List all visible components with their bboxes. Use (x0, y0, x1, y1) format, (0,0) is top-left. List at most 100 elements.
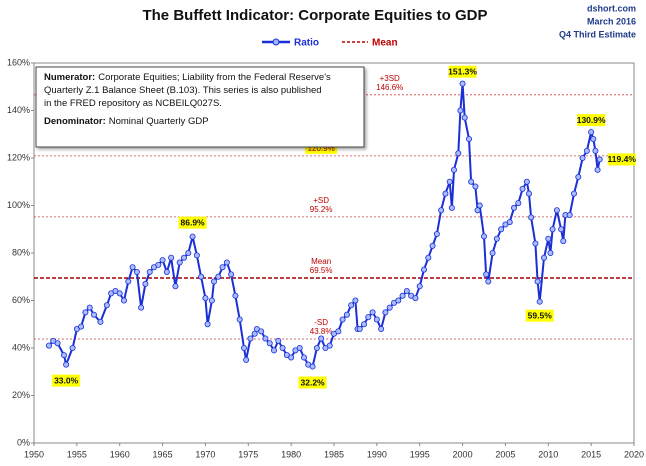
legend: Ratio Mean (262, 38, 398, 49)
y-tick-label: 40% (12, 342, 30, 352)
note-box: Numerator: Corporate Equities; Liability … (35, 66, 365, 148)
data-point (489, 249, 496, 256)
y-tick-label: 120% (7, 152, 30, 162)
data-point (138, 304, 145, 311)
data-point (480, 233, 487, 240)
data-point (386, 304, 393, 311)
x-tick-label: 2015 (581, 449, 601, 459)
data-point (309, 363, 316, 370)
data-point (348, 302, 355, 309)
callout-bg (178, 216, 207, 229)
note-text: Corporate Equities; Liability from the F… (98, 72, 331, 83)
callout-bg (448, 65, 477, 78)
data-point (541, 254, 548, 261)
data-point (335, 328, 342, 335)
data-point (97, 318, 104, 325)
data-point (313, 344, 320, 351)
data-point (163, 268, 170, 275)
data-point (536, 298, 543, 305)
data-point (185, 249, 192, 256)
reference-name: -SD (314, 318, 328, 327)
data-point (82, 309, 89, 316)
data-point (476, 202, 483, 209)
data-point (243, 356, 250, 363)
callout-bg (577, 114, 606, 127)
data-point (46, 342, 53, 349)
data-point (553, 207, 560, 214)
callout-label: 119.4% (608, 154, 637, 164)
source: dshort.com (587, 3, 636, 13)
data-point (228, 271, 235, 278)
data-point (223, 259, 230, 266)
y-tick-label: 60% (12, 295, 30, 305)
data-point (459, 80, 466, 87)
callout-label: 86.9% (181, 217, 206, 227)
note-text: Numerator: (44, 72, 95, 83)
data-point (403, 287, 410, 294)
data-point (433, 230, 440, 237)
data-point (566, 211, 573, 218)
data-point (448, 204, 455, 211)
data-point (583, 147, 590, 154)
note-text: in the FRED repository as NCBEILQ027S. (44, 98, 222, 109)
data-point (266, 340, 273, 347)
data-point (519, 185, 526, 192)
data-point (485, 278, 492, 285)
note-line: Denominator: Nominal Quarterly GDP (44, 116, 209, 127)
data-point (560, 238, 567, 245)
x-tick-label: 2010 (538, 449, 558, 459)
data-point (352, 297, 359, 304)
callout-bg (525, 309, 554, 322)
data-point (125, 278, 132, 285)
y-tick-label: 0% (17, 437, 30, 447)
data-point (523, 178, 530, 185)
callout-label: 33.0% (54, 375, 79, 385)
data-point (534, 278, 541, 285)
data-point (575, 173, 582, 180)
data-point (382, 309, 389, 316)
data-point (416, 283, 423, 290)
x-tick-label: 2000 (453, 449, 473, 459)
data-point (425, 254, 432, 261)
data-point (61, 352, 68, 359)
data-point (545, 235, 552, 242)
x-tick-label: 1970 (195, 449, 215, 459)
data-point (129, 264, 136, 271)
data-point (63, 361, 70, 368)
data-point (296, 344, 303, 351)
data-point (270, 347, 277, 354)
reference-value: 120.9% (308, 144, 335, 153)
data-point (275, 337, 282, 344)
y-tick-label: 160% (7, 57, 30, 67)
data-point (450, 166, 457, 173)
data-point (360, 321, 367, 328)
data-point (442, 190, 449, 197)
data-point (288, 354, 295, 361)
note-text: Nominal Quarterly GDP (109, 116, 209, 127)
data-point (193, 252, 200, 259)
x-tick-label: 2020 (624, 449, 644, 459)
x-tick-label: 1985 (324, 449, 344, 459)
data-point (146, 268, 153, 275)
data-point (251, 330, 258, 337)
data-point (326, 342, 333, 349)
x-tick-label: 1955 (67, 449, 87, 459)
y-tick-label: 80% (12, 247, 30, 257)
reference-name: Mean (311, 257, 331, 266)
data-point (420, 266, 427, 273)
data-point (172, 283, 179, 290)
data-point (590, 135, 597, 142)
data-point (204, 321, 211, 328)
data-point (215, 273, 222, 280)
data-point (356, 325, 363, 332)
data-point (208, 297, 215, 304)
reference-value: 43.8% (310, 327, 333, 336)
data-point (510, 204, 517, 211)
data-point (549, 226, 556, 233)
data-point (474, 207, 481, 214)
data-point (133, 268, 140, 275)
data-point (465, 135, 472, 142)
x-tick-label: 1980 (281, 449, 301, 459)
chart-title: The Buffett Indicator: Corporate Equitie… (142, 7, 487, 24)
